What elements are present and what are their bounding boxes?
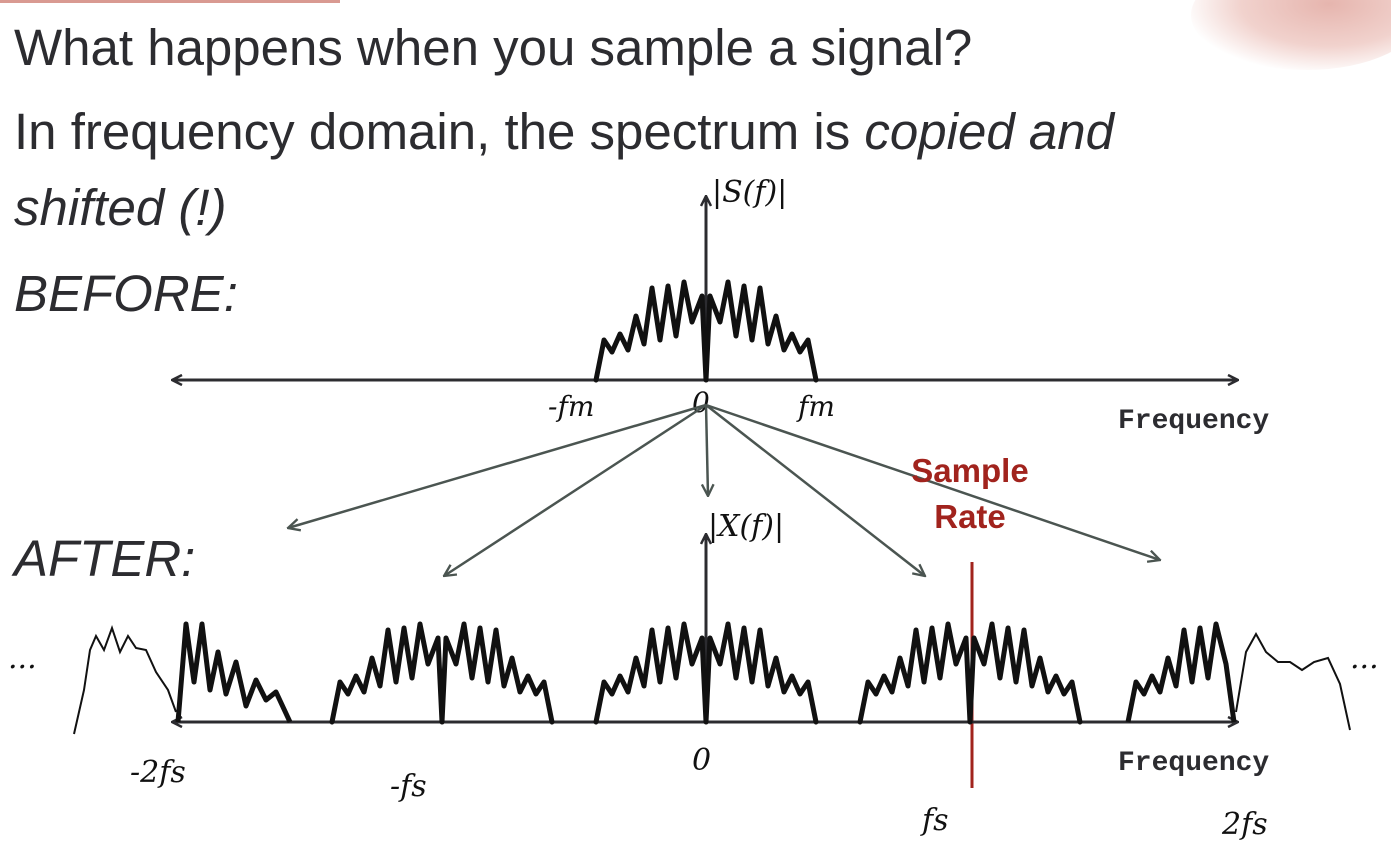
- after-axis-label: Frequency: [1118, 748, 1269, 779]
- copy-arrow-2fs: [705, 403, 1160, 560]
- ellipsis-right: ...: [1350, 641, 1379, 676]
- slide-title: What happens when you sample a signal?: [14, 19, 973, 76]
- tick-minus-fs: -fs: [390, 769, 427, 804]
- top-accent-bar: [0, 0, 340, 3]
- replicated-spectra: [73, 621, 1351, 735]
- spectrum-copy-minus-2fs: [175, 621, 293, 724]
- spectrum-sketch-right: [1235, 631, 1351, 731]
- line-2-plain: In frequency domain, the spectrum is: [14, 103, 865, 160]
- tick-zero-after: 0: [692, 743, 711, 778]
- tick-2fs: 2fs: [1221, 807, 1268, 842]
- slide-line-2: In frequency domain, the spectrum is cop…: [14, 106, 1114, 157]
- s-of-f-label: |S(f)|: [712, 175, 787, 210]
- copy-arrows: [288, 403, 1160, 576]
- ellipsis-left: ...: [8, 641, 37, 676]
- spectrum-copy-fs: [860, 624, 1080, 722]
- before-axis-label: Frequency: [1118, 406, 1269, 437]
- copy-arrow-minus-fs: [444, 403, 707, 576]
- tick-minus-fm: -fm: [548, 390, 594, 423]
- sample-rate-label-line1: Sample: [911, 452, 1028, 489]
- spectrum-copy-2fs: [1125, 621, 1237, 723]
- spectrum-copy-minus-fs: [332, 624, 552, 722]
- x-of-f-label: |X(f)|: [708, 509, 784, 544]
- before-label: BEFORE:: [14, 265, 238, 322]
- copy-arrow-zero: [706, 404, 708, 496]
- copy-arrow-minus-2fs: [288, 403, 707, 528]
- after-label: AFTER:: [14, 530, 196, 587]
- tick-fm: fm: [796, 390, 835, 423]
- tick-fs: fs: [920, 803, 949, 838]
- tick-minus-2fs: -2fs: [130, 755, 186, 790]
- line-2-emphasis: copied and: [864, 103, 1114, 160]
- sample-rate-label-line2: Rate: [934, 498, 1006, 535]
- copy-arrow-fs: [705, 404, 925, 576]
- spectrum-sketch-left: [73, 624, 177, 735]
- slide-line-3: shifted (!): [14, 179, 227, 236]
